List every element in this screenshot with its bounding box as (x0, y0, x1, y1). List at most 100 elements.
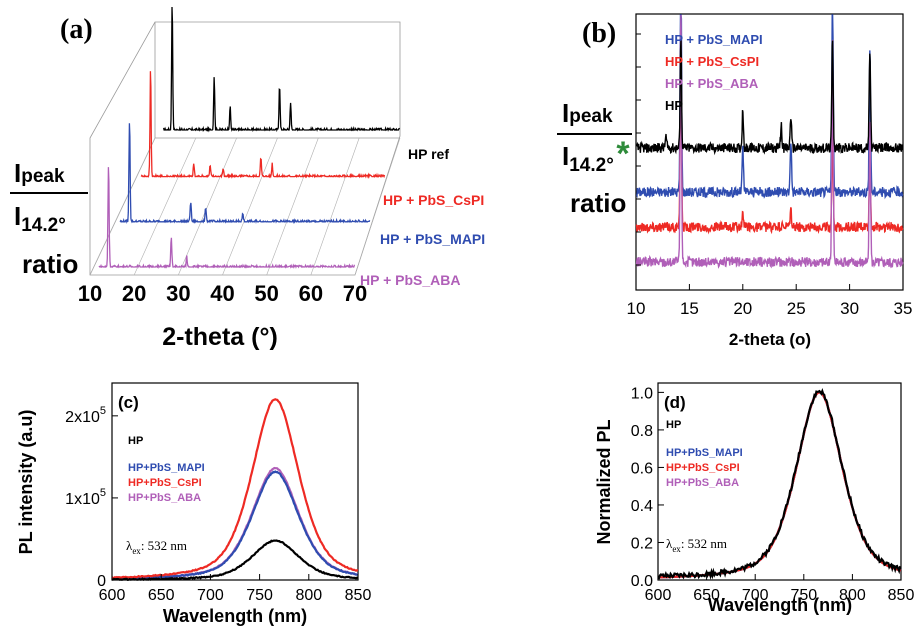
panel-c-label: (c) (118, 393, 139, 412)
panel-c-xtick-label: 650 (148, 587, 175, 604)
panel-d-xticks: 600 650 700 750 800 850 (645, 574, 915, 604)
svg-text:I14.2°: I14.2° (14, 201, 66, 236)
panel-d-xtick-label: 700 (742, 587, 769, 604)
panel-c-legend-label: HP (128, 435, 143, 447)
panel-a-xtick-label: 50 (254, 281, 278, 306)
panel-a-ylabel: Ipeak I14.2° ratio (10, 158, 88, 279)
panel-c-ytick-label: 1x105 (65, 487, 106, 508)
panel-a-gridline (89, 137, 156, 276)
svg-text:I14.2°: I14.2° (562, 141, 614, 176)
panel-a-legend-label: HP + PbS_MAPI (380, 231, 485, 247)
panel-c-legend-label: HP+PbS_CsPI (128, 477, 202, 489)
panel-a-xtick-label: 10 (78, 281, 102, 306)
panel-b-xtick-label: 10 (627, 299, 646, 318)
panel-a-grid (89, 137, 401, 276)
panel-c-series-line (111, 539, 359, 581)
panel-c-xlabel: Wavelength (nm) (163, 606, 307, 626)
svg-text:Ipeak: Ipeak (14, 158, 65, 188)
panel-b: (b) HP + PbS_MAPI HP + PbS_CsPI HP + PbS_A… (557, 13, 913, 349)
panel-a-legend-label: HP ref (408, 146, 449, 162)
panel-c-xtick-label: 750 (246, 587, 273, 604)
panel-d-ytick-label: 0.4 (631, 498, 653, 515)
panel-c-excitation: λex: 532 nm (126, 538, 187, 556)
panel-b-xtick-label: 35 (894, 299, 913, 318)
panel-c-xtick-label: 600 (99, 587, 126, 604)
panel-b-asterisk: * (616, 135, 630, 173)
panel-b-xtick-label: 30 (840, 299, 859, 318)
panel-a-legend-label: HP + PbS_CsPI (383, 192, 484, 208)
panel-b-legend-label: HP + PbS_CsPI (665, 54, 759, 69)
panel-a-gridline (178, 137, 237, 276)
panel-a-gridline (354, 137, 401, 276)
panel-d-ytick-label: 0.2 (631, 535, 653, 552)
panel-d-xlabel: Wavelength (nm) (708, 595, 852, 615)
panel-a-xlabel: 2-theta (°) (162, 323, 278, 351)
panel-b-series-line (636, 39, 904, 156)
panel-b-series (635, 14, 904, 269)
panel-b-xtick-label: 25 (787, 299, 806, 318)
panel-d-xtick-label: 600 (645, 587, 672, 604)
panel-d-ylabel: Normalized PL (594, 419, 614, 544)
panel-b-legend: HP + PbS_MAPI HP + PbS_CsPI HP + PbS_ABA HP (665, 32, 763, 113)
panel-a-gridline (266, 137, 319, 276)
panel-b-xtick-label: 15 (680, 299, 699, 318)
panel-c-series-line (111, 398, 359, 580)
panel-d-legend-label: HP (666, 419, 681, 431)
panel-c: (c) HP HP+PbS_MAPI HP+PbS_CsPI HP+PbS_ABA 6… (16, 382, 372, 626)
panel-a-xtick-label: 20 (122, 281, 146, 306)
panel-d-series (657, 388, 902, 580)
panel-a-series (98, 6, 401, 269)
panel-d-xtick-label: 650 (693, 587, 720, 604)
panel-c-series (111, 398, 359, 581)
panel-d-xtick-label: 800 (839, 587, 866, 604)
panel-b-legend-label: HP + PbS_ABA (665, 76, 759, 91)
panel-c-ylabel: PL intensity (a.u) (16, 410, 36, 555)
panel-c-legend-label: HP+PbS_MAPI (128, 462, 205, 474)
panel-d-excitation: λex: 532 nm (666, 536, 727, 554)
panel-d-legend-label: HP+PbS_CsPI (666, 462, 740, 474)
panel-b-xtick-label: 20 (733, 299, 752, 318)
panel-d-label: (d) (664, 393, 686, 412)
svg-text:Ipeak: Ipeak (562, 98, 613, 128)
panel-c-ytick-label: 0 (97, 573, 106, 590)
panel-a-xtick-label: 40 (210, 281, 234, 306)
panel-a-gridline (310, 137, 360, 276)
panel-d-xtick-label: 850 (888, 587, 915, 604)
panel-d-legend-label: HP+PbS_MAPI (666, 447, 743, 459)
panel-a-legend: HP ref HP + PbS_CsPI HP + PbS_MAPI HP + PbS… (360, 146, 485, 288)
panel-d-frame (657, 382, 902, 581)
panel-b-xlabel: 2-theta (o) (729, 330, 811, 349)
panel-d-series-line (657, 388, 902, 580)
panel-d: (d) HP HP+PbS_MAPI HP+PbS_CsPI HP+PbS_ABA 6… (594, 382, 915, 615)
panel-a-series-line (140, 71, 386, 180)
panel-c-frame (111, 382, 359, 581)
panel-a-label: (a) (60, 14, 93, 45)
panel-a-box (89, 21, 401, 276)
panel-a-gridline (133, 137, 197, 276)
panel-d-legend-label: HP+PbS_ABA (666, 477, 739, 489)
panel-a-xtick-label: 60 (299, 281, 323, 306)
panel-d-ytick-label: 0.6 (631, 460, 653, 477)
panel-d-ytick-label: 1.0 (631, 385, 653, 402)
panel-a-series-line (119, 123, 371, 225)
panel-a-gridline (222, 137, 278, 276)
panel-a-xtick-label: 30 (166, 281, 190, 306)
panel-a-xticks: 10 20 30 40 50 60 70 (78, 281, 367, 306)
panel-b-legend-label: HP + PbS_MAPI (665, 32, 763, 47)
svg-text:ratio: ratio (570, 188, 626, 218)
panel-a-series-line (163, 6, 401, 133)
panel-a-xtick-label: 70 (343, 281, 367, 306)
svg-text:ratio: ratio (22, 249, 78, 279)
panel-b-legend-label: HP (665, 98, 683, 113)
panel-c-xticks: 600 650 700 750 800 850 (99, 574, 372, 604)
panel-d-legend: HP HP+PbS_MAPI HP+PbS_CsPI HP+PbS_ABA (666, 419, 743, 489)
panel-b-ylabel: Ipeak I14.2° ratio (557, 98, 632, 218)
panel-d-ytick-label: 0.0 (631, 573, 653, 590)
panel-b-label: (b) (582, 18, 616, 49)
panel-c-series-line (111, 470, 359, 580)
panel-c-xtick-label: 850 (345, 587, 372, 604)
panel-b-series-line (635, 14, 904, 269)
panel-c-xtick-label: 700 (197, 587, 224, 604)
panel-c-legend-label: HP+PbS_ABA (128, 492, 201, 504)
